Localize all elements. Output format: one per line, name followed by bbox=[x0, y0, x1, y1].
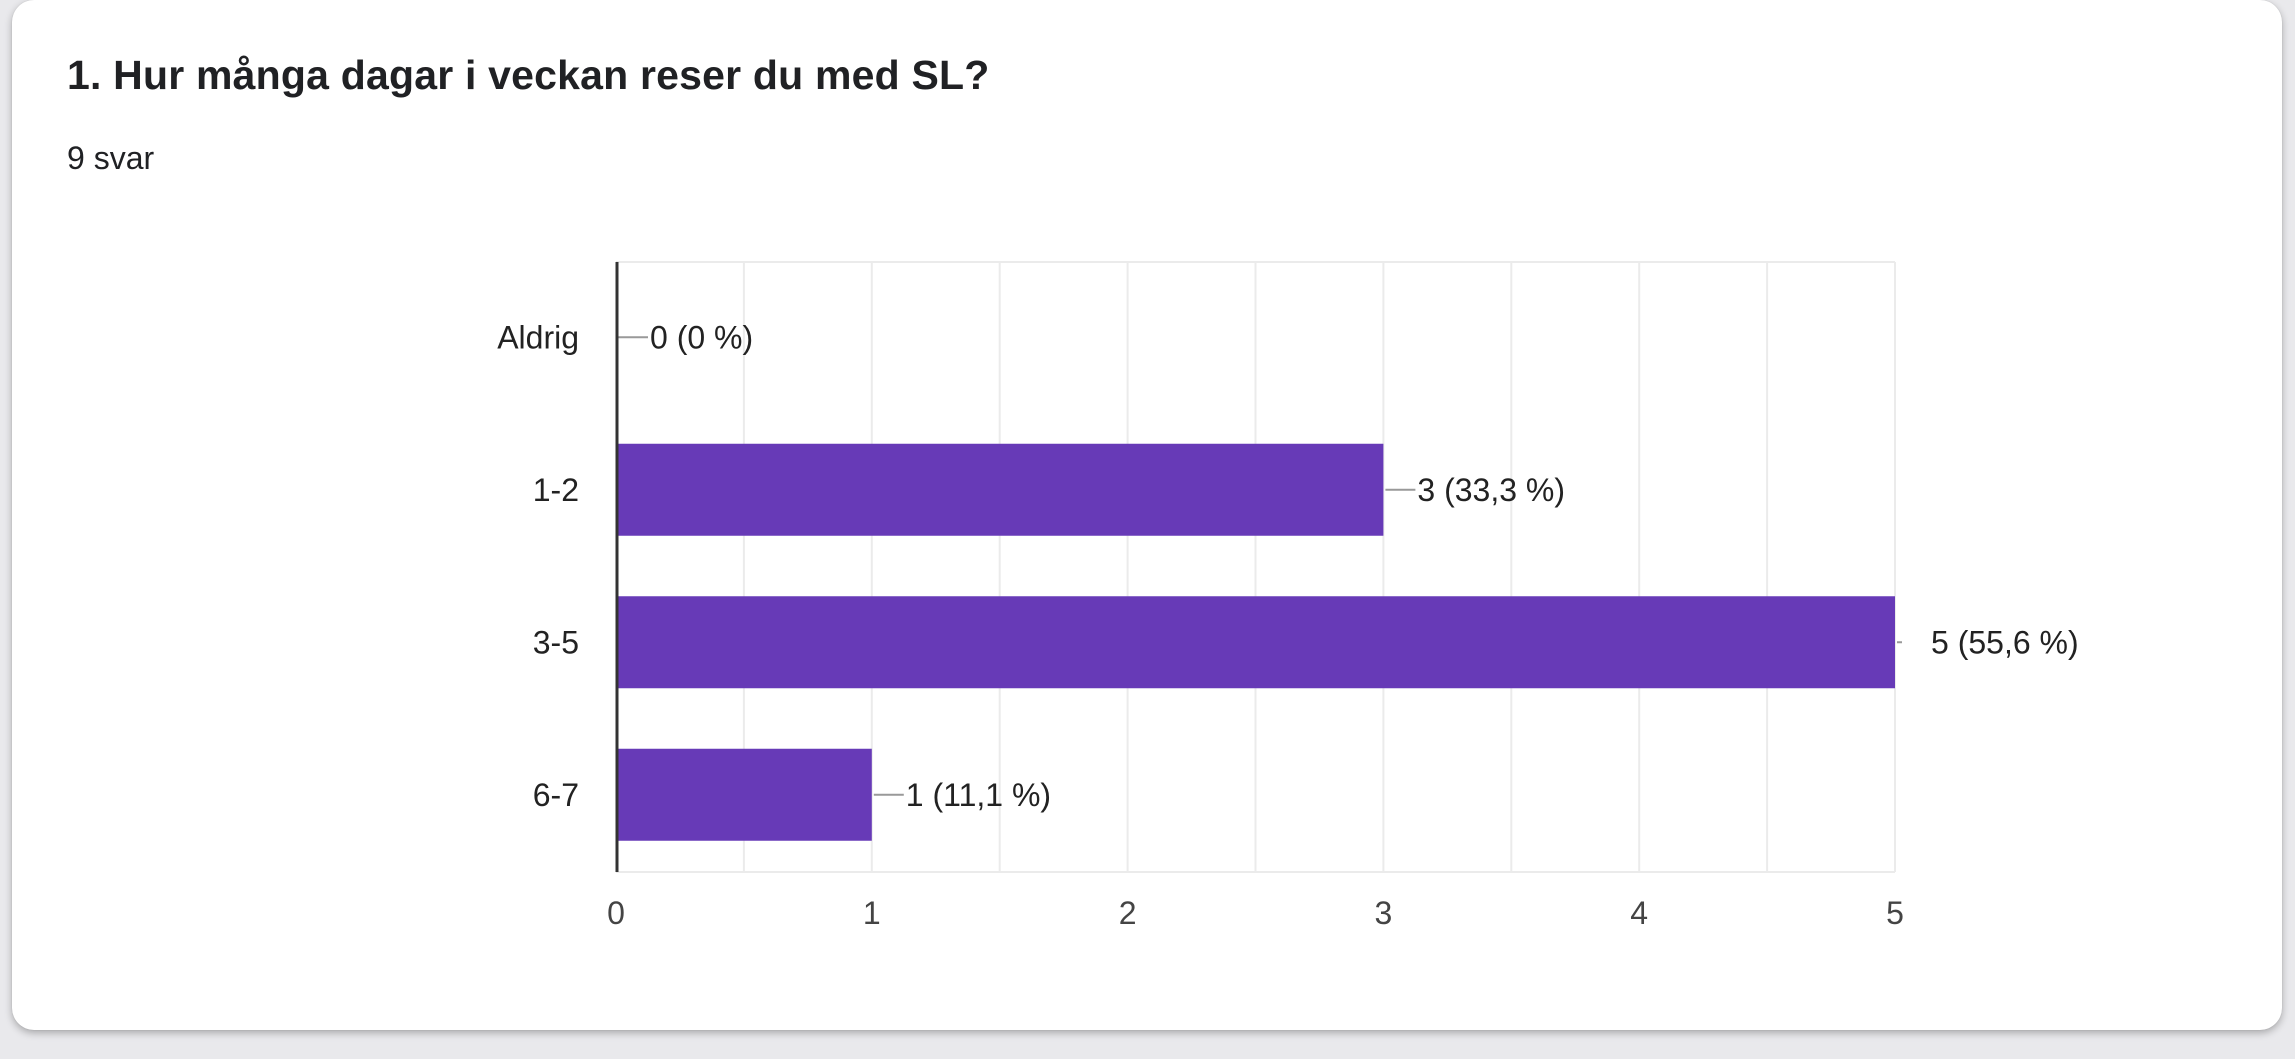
x-tick-label: 3 bbox=[1375, 895, 1393, 931]
category-label: 1-2 bbox=[533, 472, 579, 508]
x-tick-label: 5 bbox=[1886, 895, 1904, 931]
category-label: 3-5 bbox=[533, 624, 579, 660]
x-tick-label: 2 bbox=[1119, 895, 1137, 931]
data-label: 5 (55,6 %) bbox=[1931, 624, 2079, 660]
data-label: 3 (33,3 %) bbox=[1417, 472, 1565, 508]
data-label: 1 (11,1 %) bbox=[906, 777, 1051, 813]
category-label: 6-7 bbox=[533, 777, 579, 813]
x-tick-label: 1 bbox=[863, 895, 881, 931]
bar-6-7 bbox=[616, 748, 872, 841]
response-count: 9 svar bbox=[67, 140, 155, 176]
x-tick-label: 0 bbox=[607, 895, 625, 931]
bar-1-2 bbox=[616, 443, 1384, 536]
category-label: Aldrig bbox=[497, 319, 579, 355]
question-card: 1. Hur många dagar i veckan reser du med… bbox=[12, 0, 2282, 1030]
bar-3-5 bbox=[616, 596, 1895, 689]
bar-chart: Aldrig 0 (0 %) 1-2 3 (33,3 %) 3-5 5 (55,6 %) 6… bbox=[497, 261, 2079, 931]
data-label: 0 (0 %) bbox=[650, 319, 753, 355]
x-tick-label: 4 bbox=[1630, 895, 1648, 931]
question-title: 1. Hur många dagar i veckan reser du med… bbox=[67, 52, 990, 98]
